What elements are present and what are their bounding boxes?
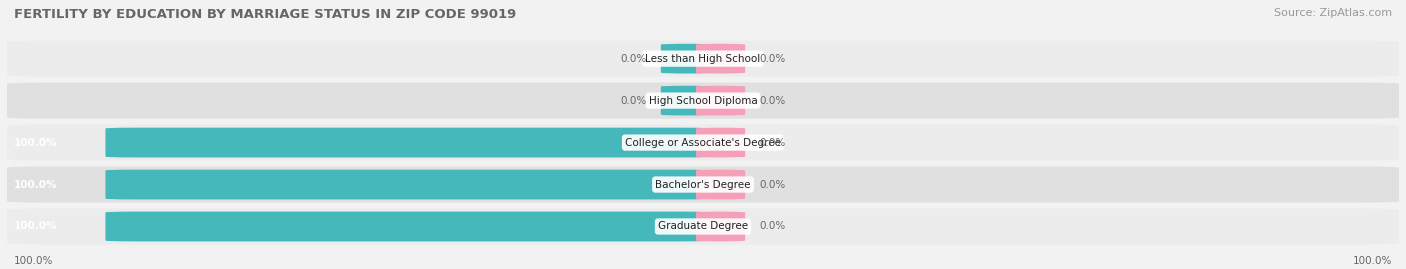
FancyBboxPatch shape — [7, 41, 1399, 77]
FancyBboxPatch shape — [105, 212, 710, 241]
Text: 0.0%: 0.0% — [759, 95, 786, 106]
FancyBboxPatch shape — [696, 212, 745, 241]
Text: 100.0%: 100.0% — [14, 137, 58, 148]
Text: 0.0%: 0.0% — [759, 137, 786, 148]
FancyBboxPatch shape — [696, 86, 745, 115]
Text: High School Diploma: High School Diploma — [648, 95, 758, 106]
Text: 0.0%: 0.0% — [620, 95, 647, 106]
FancyBboxPatch shape — [696, 170, 745, 199]
Text: 0.0%: 0.0% — [759, 221, 786, 232]
FancyBboxPatch shape — [661, 86, 710, 115]
Text: Less than High School: Less than High School — [645, 54, 761, 64]
Text: 100.0%: 100.0% — [14, 256, 53, 266]
Text: 100.0%: 100.0% — [14, 179, 58, 190]
Text: 0.0%: 0.0% — [759, 54, 786, 64]
Text: 0.0%: 0.0% — [620, 54, 647, 64]
FancyBboxPatch shape — [7, 167, 1399, 203]
FancyBboxPatch shape — [696, 128, 745, 157]
Text: 0.0%: 0.0% — [759, 179, 786, 190]
Text: Graduate Degree: Graduate Degree — [658, 221, 748, 232]
FancyBboxPatch shape — [7, 208, 1399, 245]
FancyBboxPatch shape — [105, 170, 710, 199]
FancyBboxPatch shape — [661, 44, 710, 73]
Text: 100.0%: 100.0% — [14, 221, 58, 232]
Text: 100.0%: 100.0% — [1353, 256, 1392, 266]
Text: Bachelor's Degree: Bachelor's Degree — [655, 179, 751, 190]
Text: College or Associate's Degree: College or Associate's Degree — [626, 137, 780, 148]
Text: FERTILITY BY EDUCATION BY MARRIAGE STATUS IN ZIP CODE 99019: FERTILITY BY EDUCATION BY MARRIAGE STATU… — [14, 8, 516, 21]
Text: Source: ZipAtlas.com: Source: ZipAtlas.com — [1274, 8, 1392, 18]
FancyBboxPatch shape — [7, 83, 1399, 119]
FancyBboxPatch shape — [7, 125, 1399, 161]
FancyBboxPatch shape — [105, 128, 710, 157]
FancyBboxPatch shape — [696, 44, 745, 73]
